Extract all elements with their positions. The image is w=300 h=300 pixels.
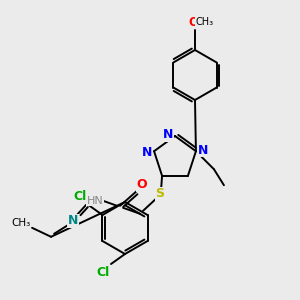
Text: O: O (137, 178, 147, 191)
Text: N: N (68, 214, 78, 227)
Text: CH₃: CH₃ (11, 218, 31, 228)
Text: N: N (198, 144, 208, 157)
Text: Cl: Cl (96, 266, 110, 278)
Text: Cl: Cl (74, 190, 87, 203)
Text: N: N (163, 128, 173, 142)
Text: N: N (142, 146, 152, 159)
Text: HN: HN (87, 196, 103, 206)
Text: O: O (188, 16, 198, 28)
Text: CH₃: CH₃ (196, 17, 214, 27)
Text: S: S (156, 187, 165, 200)
